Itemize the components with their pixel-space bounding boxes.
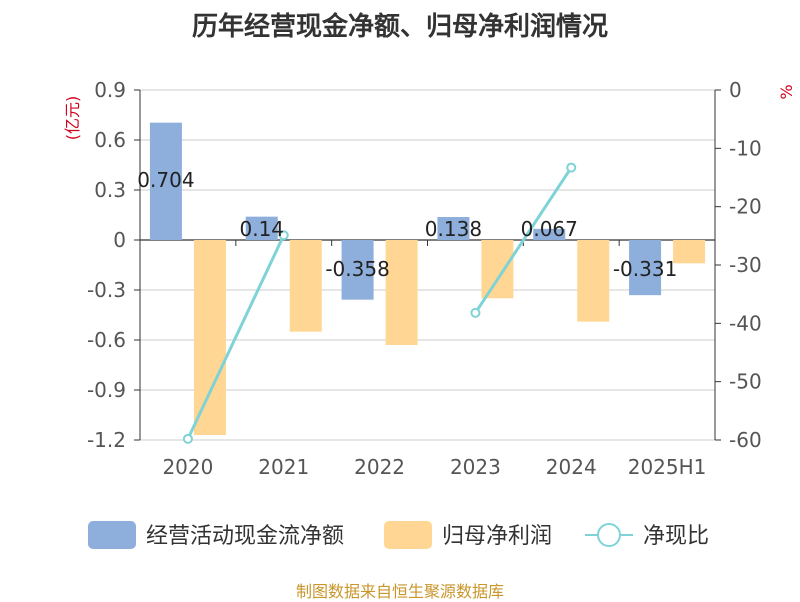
cashflow-value-label: 0.138 — [425, 217, 482, 241]
right-tick-label: -40 — [729, 311, 762, 335]
legend-label: 归母净利润 — [442, 524, 552, 549]
axes: 0.9 0.6 0.3 0 -0.3 -0.6 -0.9 -1.2 0 -10 -20 -30 -40 -… — [63, 78, 796, 479]
category-label: 2025H1 — [628, 455, 707, 479]
cashflow-value-label: -0.358 — [325, 257, 389, 281]
cashflow-bar — [341, 240, 374, 300]
cashflow-value-label: 0.14 — [239, 217, 284, 241]
right-tick-label: 0 — [729, 78, 742, 102]
cashflow-bar — [245, 216, 278, 240]
left-tick-label: -0.3 — [87, 278, 126, 302]
ratio-point — [278, 230, 289, 241]
data-labels: 0.704 0.14 -0.358 0.138 0.067 -0.331 — [137, 168, 677, 281]
left-tick-label: 0.9 — [94, 78, 126, 102]
category-label: 2020 — [162, 455, 213, 479]
ratio-line-segment — [186, 234, 286, 440]
ratio-point — [182, 433, 193, 444]
right-axis-unit: % — [777, 84, 796, 99]
cashflow-bar — [533, 228, 566, 240]
profit-bar — [289, 240, 322, 332]
cashflow-value-label: 0.704 — [137, 168, 194, 192]
profit-bar — [481, 240, 514, 299]
right-tick-label: -10 — [729, 136, 762, 160]
legend-label: 经营活动现金流净额 — [146, 524, 344, 549]
category-label: 2024 — [546, 455, 597, 479]
category-label: 2022 — [354, 455, 405, 479]
left-tick-label: 0.3 — [94, 178, 126, 202]
cashflow-bar — [149, 122, 182, 240]
ratio-point — [470, 307, 481, 318]
ratio-line-segment — [474, 166, 573, 314]
profit-bar — [673, 240, 706, 264]
profit-bar — [385, 240, 418, 345]
legend-swatch — [384, 521, 432, 549]
ratio-line — [182, 162, 577, 444]
legend-swatch — [88, 521, 136, 549]
profit-bar — [577, 240, 610, 322]
profit-bar — [193, 240, 226, 435]
chart-title: 历年经营现金净额、归母净利润情况 — [191, 12, 608, 42]
legend-label: 净现比 — [643, 524, 709, 549]
cashflow-value-label: -0.331 — [613, 257, 677, 281]
right-tick-label: -60 — [729, 428, 762, 452]
cashflow-bar — [629, 240, 662, 296]
left-tick-label: -0.9 — [87, 378, 126, 402]
right-tick-label: -50 — [729, 370, 762, 394]
right-tick-label: -30 — [729, 253, 762, 277]
left-tick-label: -1.2 — [87, 428, 126, 452]
left-tick-label: -0.6 — [87, 328, 126, 352]
bars — [149, 122, 706, 435]
right-tick-label: -20 — [729, 195, 762, 219]
cashflow-bar — [437, 217, 470, 240]
category-label: 2023 — [450, 455, 501, 479]
source-note: 制图数据来自恒生聚源数据库 — [295, 582, 504, 601]
legend-swatch-marker — [597, 523, 621, 547]
legend: 经营活动现金流净额 归母净利润 净现比 — [88, 521, 709, 549]
cashflow-value-label: 0.067 — [521, 217, 578, 241]
left-axis-unit: (亿元) — [63, 96, 82, 141]
category-label: 2021 — [258, 455, 309, 479]
left-tick-label: 0.6 — [94, 128, 126, 152]
ratio-point — [566, 162, 577, 173]
left-tick-label: 0 — [113, 228, 126, 252]
